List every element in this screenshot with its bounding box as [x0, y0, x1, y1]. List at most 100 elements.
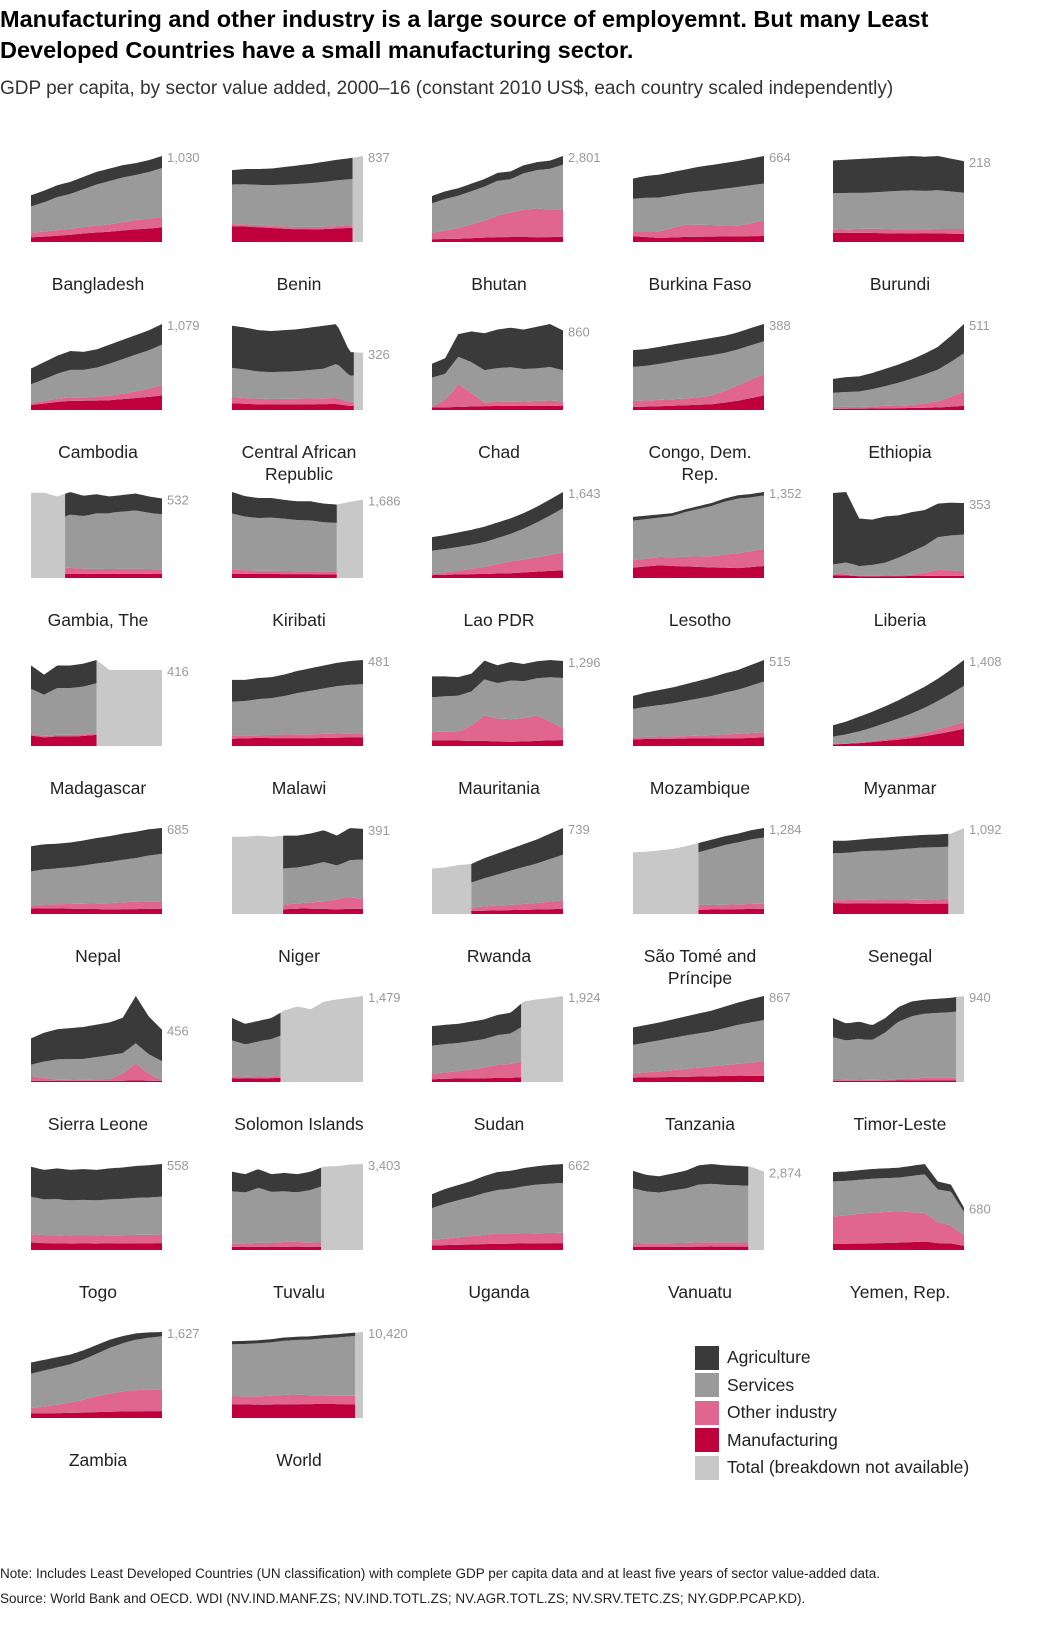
- area-chart-burkina-faso: 664: [633, 150, 791, 242]
- services-area-niger: [283, 859, 363, 905]
- other-industry-area-gambia-the: [65, 567, 162, 575]
- agriculture-area-senegal: [833, 833, 949, 854]
- manufacturing-area-burundi: [833, 232, 964, 242]
- manufacturing-area-mauritania: [432, 740, 563, 746]
- area-chart-bhutan: 2,801: [432, 150, 601, 242]
- manufacturing-area-sao-tome-and-principe: [698, 908, 764, 914]
- latest-total-label-yemen-rep: 680: [969, 1202, 991, 1217]
- agriculture-area-bangladesh: [31, 156, 162, 207]
- country-label-madagascar: Madagascar: [0, 777, 198, 799]
- latest-total-label-madagascar: 416: [167, 664, 189, 679]
- country-label-ethiopia: Ethiopia: [800, 441, 1000, 463]
- total-area-gambia-the-early: [31, 492, 66, 578]
- legend: Agriculture Services Other industry Manufac…: [695, 1344, 969, 1482]
- manufacturing-area-madagascar: [31, 734, 97, 746]
- panel-bangladesh: 1,030 Bangladesh: [31, 150, 231, 317]
- manufacturing-area-bhutan: [432, 236, 563, 242]
- agriculture-area-ethiopia: [833, 324, 964, 393]
- manufacturing-area-cambodia: [31, 395, 162, 410]
- legend-label: Services: [727, 1374, 795, 1395]
- country-label-nepal: Nepal: [0, 945, 198, 967]
- manufacturing-area-ethiopia: [833, 405, 964, 410]
- country-label-line: Malawi: [271, 778, 327, 798]
- country-label-uganda: Uganda: [399, 1281, 599, 1303]
- other-industry-area-benin: [232, 224, 353, 230]
- latest-total-label-sierra-leone: 456: [167, 1024, 189, 1039]
- legend-swatch: [695, 1373, 719, 1398]
- country-label-line: Cambodia: [58, 442, 138, 462]
- other-industry-area-world: [232, 1394, 356, 1405]
- services-area-timor-leste: [833, 1011, 957, 1080]
- other-industry-area-central-african-republic: [232, 397, 354, 406]
- panel-mauritania: 1,296 Mauritania: [432, 655, 632, 821]
- services-area-central-african-republic: [232, 364, 354, 402]
- total-area-sao-tome-and-principe-early: [633, 843, 699, 914]
- other-industry-area-burundi: [833, 228, 964, 234]
- chart-subtitle: GDP per capita, by sector value added, 2…: [0, 78, 894, 99]
- country-label-line: Central African: [241, 442, 357, 462]
- latest-total-label-bhutan: 2,801: [568, 150, 601, 165]
- country-label-line: Rep.: [681, 464, 719, 484]
- latest-total-label-niger: 391: [368, 823, 390, 838]
- country-label-line: Solomon Islands: [234, 1114, 364, 1134]
- legend-swatch: [695, 1400, 719, 1425]
- country-label-line: Bhutan: [471, 274, 527, 294]
- services-area-madagascar: [31, 683, 97, 736]
- latest-total-label-uganda: 662: [568, 1158, 590, 1173]
- other-industry-area-timor-leste: [833, 1077, 957, 1081]
- country-label-tanzania: Tanzania: [600, 1113, 800, 1135]
- services-area-malawi: [232, 684, 363, 736]
- agriculture-area-mauritania: [432, 660, 563, 698]
- other-industry-area-lao-pdr: [432, 552, 563, 576]
- agriculture-area-timor-leste: [833, 997, 957, 1041]
- panel-kiribati: 1,686 Kiribati: [232, 492, 432, 653]
- other-industry-area-burkina-faso: [633, 220, 764, 238]
- manufacturing-area-sudan: [432, 1077, 522, 1082]
- latest-total-label-sao-tome-and-principe: 1,284: [769, 822, 802, 837]
- manufacturing-area-rwanda: [471, 908, 563, 914]
- services-area-lesotho: [633, 495, 764, 561]
- area-chart-sao-tome-and-principe: 1,284: [633, 822, 802, 914]
- country-label-line: Republic: [264, 464, 334, 484]
- services-area-burkina-faso: [633, 183, 764, 232]
- agriculture-area-lesotho: [633, 492, 764, 521]
- latest-total-label-liberia: 353: [969, 497, 991, 512]
- agriculture-area-myanmar: [833, 660, 964, 737]
- country-label-congo-dem-rep: Congo, Dem. Rep.: [600, 441, 800, 485]
- country-label-line: Uganda: [468, 1282, 530, 1302]
- legend-item-agriculture: Agriculture: [695, 1344, 969, 1372]
- total-area-niger-early: [232, 835, 284, 914]
- other-industry-area-sudan: [432, 1061, 522, 1080]
- panel-zambia: 1,627 Zambia: [31, 1326, 231, 1493]
- manufacturing-area-lao-pdr: [432, 570, 563, 578]
- total-area-timor-leste-late: [956, 996, 964, 1082]
- agriculture-area-tanzania: [633, 996, 764, 1045]
- services-area-tuvalu: [232, 1186, 322, 1244]
- services-area-cambodia: [31, 344, 162, 403]
- legend-swatch: [695, 1428, 719, 1453]
- agriculture-area-cambodia: [31, 324, 162, 385]
- agriculture-area-burkina-faso: [633, 156, 764, 199]
- manufacturing-area-niger: [283, 908, 363, 914]
- country-label-world: World: [199, 1449, 399, 1471]
- agriculture-area-nepal: [31, 828, 162, 872]
- manufacturing-area-world: [232, 1403, 356, 1418]
- country-label-line: Timor-Leste: [853, 1114, 947, 1134]
- country-label-solomon-islands: Solomon Islands: [199, 1113, 399, 1135]
- total-area-central-african-republic-late: [353, 352, 363, 410]
- country-label-line: Congo, Dem.: [648, 442, 752, 462]
- latest-total-label-central-african-republic: 326: [368, 347, 390, 362]
- area-chart-uganda: 662: [432, 1158, 590, 1250]
- country-label-togo: Togo: [0, 1281, 198, 1303]
- latest-total-label-burkina-faso: 664: [769, 150, 791, 165]
- services-area-nepal: [31, 853, 162, 906]
- panel-niger: 391 Niger: [232, 823, 432, 989]
- manufacturing-area-congo-dem-rep: [633, 395, 764, 410]
- country-label-line: Chad: [478, 442, 520, 462]
- country-label-line: Sudan: [473, 1114, 525, 1134]
- panel-vanuatu: 2,874 Vanuatu: [633, 1164, 833, 1325]
- area-chart-congo-dem-rep: 388: [633, 318, 791, 410]
- area-chart-tanzania: 867: [633, 990, 791, 1082]
- manufacturing-area-mozambique: [633, 737, 764, 746]
- country-label-line: Kiribati: [272, 610, 326, 630]
